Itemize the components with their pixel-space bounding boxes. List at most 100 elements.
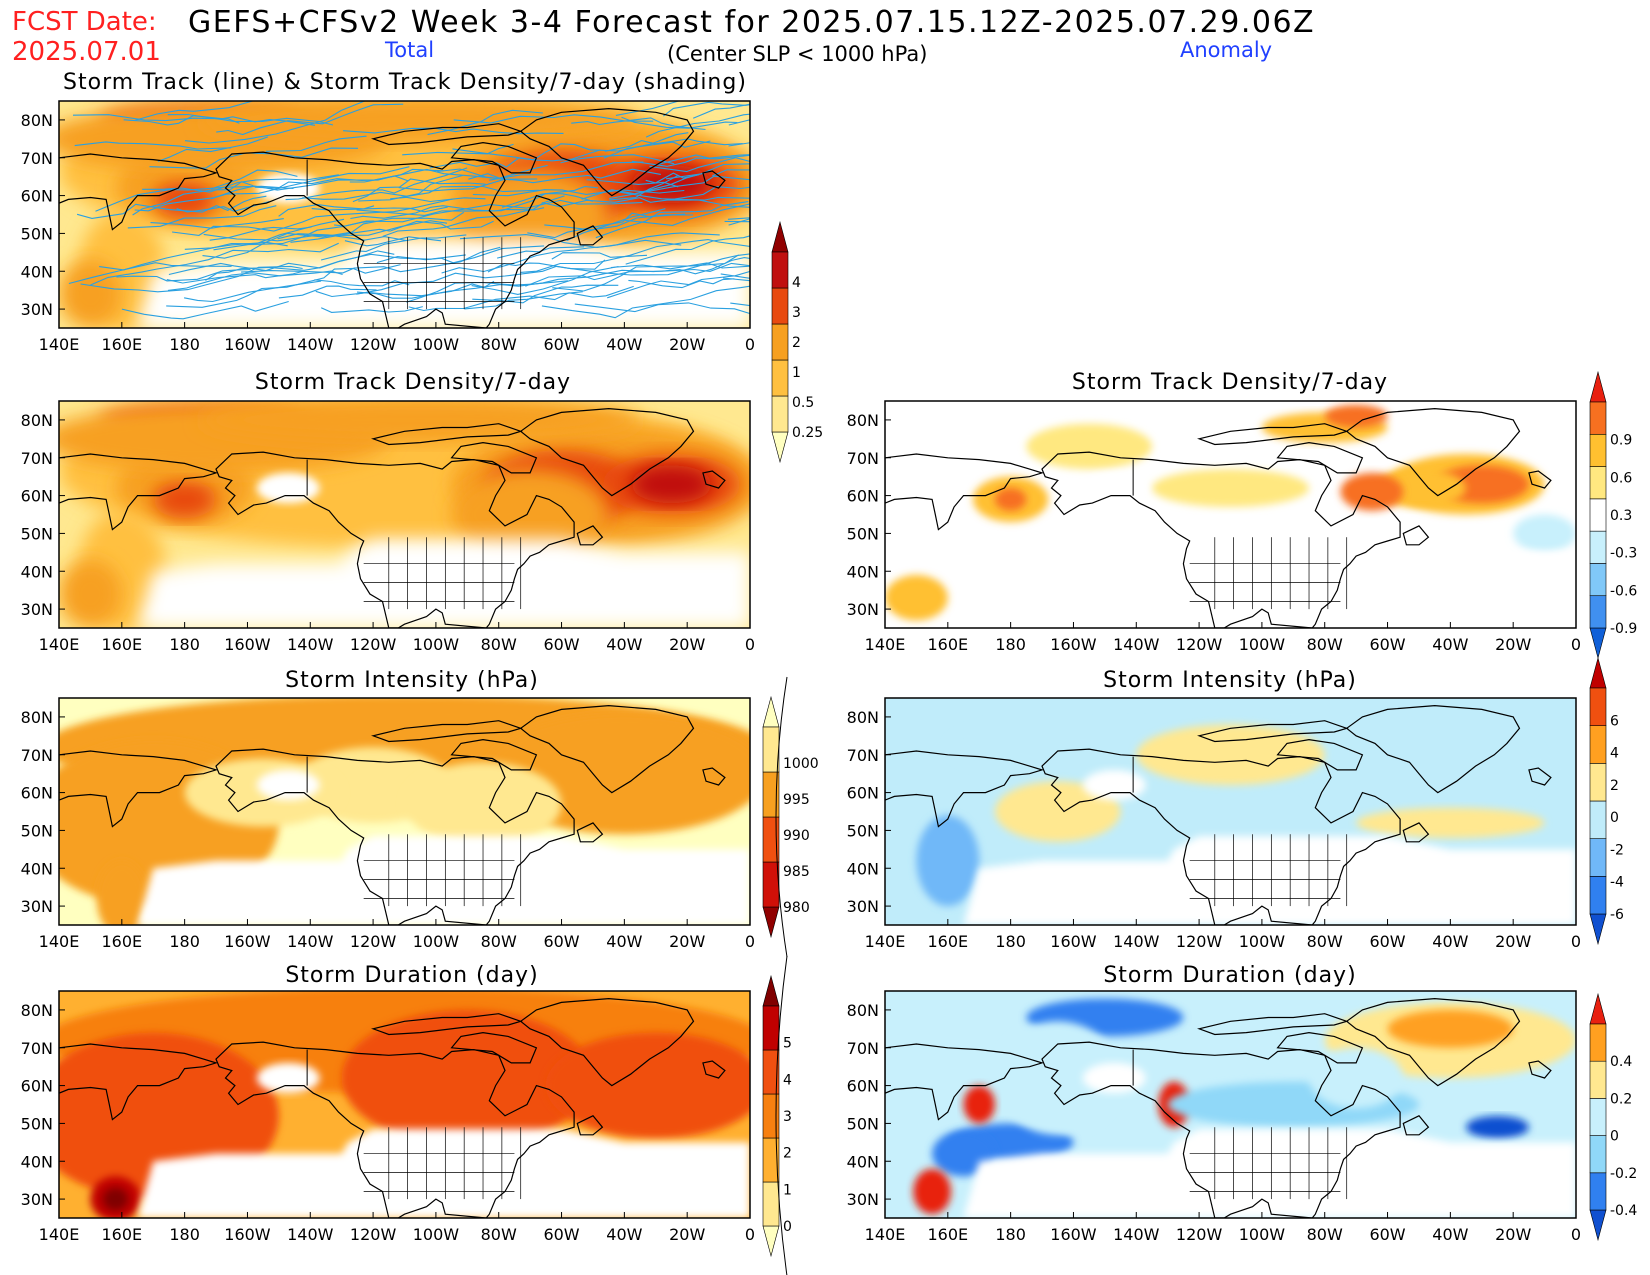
storm-track-line [712,169,750,177]
shading-blob [994,1021,1121,1135]
shading-blob [404,762,562,846]
colorbar-anomaly-intensity: -6 -4 -2 0 2 4 6 [1589,656,1624,946]
lon-tick-label: 180 [169,932,200,951]
lon-tick-label: 180 [995,932,1026,951]
no-data-region [256,1062,320,1094]
lon-tick-label: 20W [669,1225,705,1244]
coastline-br [576,822,604,843]
no-data-region [256,472,320,504]
map-frame [58,697,751,926]
lon-tick-label: 20W [669,932,705,951]
storm-track-line [609,175,678,201]
coastline-ru [59,153,219,231]
colorbar-label: -0.9 [1610,621,1637,637]
no-data-region [256,769,320,801]
shading-blob [153,180,217,219]
lat-tick-label: 30N [847,897,879,916]
lat-tick-label: 30N [21,897,53,916]
data-field [59,991,750,1218]
shading-blob [96,860,147,925]
colorbar-segment [771,395,789,433]
colorbar-low-arrow [1589,913,1607,946]
storm-track-line [585,257,750,278]
lat-tick-label: 70N [21,1039,53,1058]
colorbar-label: 0.4 [1610,1054,1632,1070]
colorbar-total-duration: 0 1 2 3 4 5 [762,955,792,1275]
colorbar-low-arrow [762,906,780,939]
storm-track-line [427,109,543,136]
lon-tick-label: 140W [287,932,334,951]
shading-blob [1466,1115,1529,1139]
lon-tick-label: 180 [169,635,200,654]
storm-track-line [142,174,339,193]
lon-tick-label: 180 [995,1225,1026,1244]
lon-tick-label: 80W [1307,932,1343,951]
lon-tick-label: 160W [1050,932,1097,951]
coastline-gl [1345,997,1521,1087]
coastline-gl [1345,407,1521,497]
storm-track-line [285,167,468,201]
shading-blob [630,465,713,504]
lon-tick-label: 20W [1495,635,1531,654]
lon-tick-label: 140W [1113,635,1160,654]
shading-blob [885,575,948,621]
lon-tick-label: 20W [669,635,705,654]
coastline-ar [371,123,523,146]
storm-track-line [127,205,277,229]
lon-tick-label: 0 [1571,932,1581,951]
coastline-eu [1528,1060,1552,1079]
lon-tick-label: 160W [224,932,271,951]
lon-tick-label: 40W [606,635,642,654]
lon-tick-label: 140E [39,1225,80,1244]
lon-tick-label: 120W [1176,1225,1223,1244]
lon-tick-label: 140E [865,932,906,951]
panel-anomaly-duration: Storm Duration (day) 140E 160E 180 160W 140W 1… [847,963,1638,1244]
land-outlines [885,407,1552,628]
no-data-region [963,836,1576,925]
colorbar-high-arrow [762,695,780,728]
storm-track-line [441,239,682,274]
colorbar-segment [771,251,789,289]
colorbar-label: 6 [1610,713,1619,729]
lat-tick-label: 40N [21,1152,53,1171]
storm-track-line [658,154,750,165]
colorbar-label: 985 [783,864,810,880]
panel-total-density: Storm Track Density/7-day 140E 160E 180 160W… [21,370,755,654]
total-label: Total [384,38,434,62]
map-frame [884,697,1577,926]
storm-track-line [571,117,706,131]
colorbar-label: 1000 [783,756,819,772]
storm-track-line [720,273,750,279]
lon-tick-label: 80W [481,335,517,354]
lat-tick-label: 80N [847,708,879,727]
lon-tick-label: 100W [413,635,460,654]
data-field [885,401,1576,628]
lon-tick-label: 80W [481,1225,517,1244]
map-frame [884,400,1577,629]
coastline-gl [519,407,695,497]
storm-track-line [74,141,232,150]
lat-tick-label: 70N [21,149,53,168]
storm-track-line [134,166,410,212]
storm-track-line [472,284,619,304]
lon-tick-label: 160E [101,932,142,951]
colorbar-label: 0.9 [1610,433,1632,449]
land-outlines [59,407,726,628]
storm-track-line [631,154,750,167]
colorbar-high-arrow [1589,992,1607,1025]
lat-tick-label: 50N [21,1114,53,1133]
lon-tick-label: 140E [865,1225,906,1244]
colorbar-label: 0.2 [1610,1091,1632,1107]
storm-track-line [728,119,750,126]
no-data-region [1082,472,1146,504]
panel-title: Storm Track Density/7-day [1072,370,1388,395]
lon-tick-label: 0 [745,335,755,354]
storm-track-line [398,178,538,192]
storm-track-line [168,250,395,276]
storm-track-line [541,285,750,319]
storm-track-line [645,113,750,138]
coastline-ru [59,750,219,828]
lon-tick-label: 140E [39,635,80,654]
colorbar-label: 0.6 [1610,470,1632,486]
lon-tick-label: 180 [169,1225,200,1244]
